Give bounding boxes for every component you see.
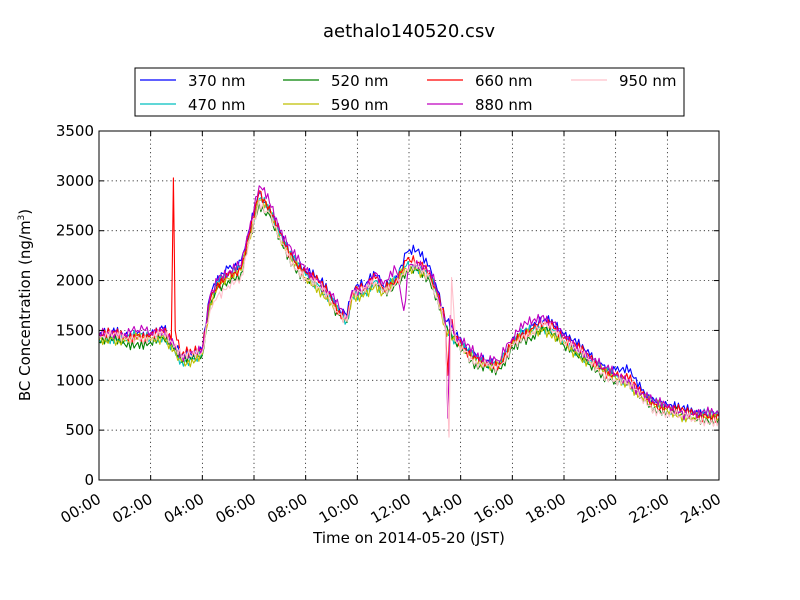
series-line-370-nm: [98, 192, 720, 422]
legend-frame: [134, 67, 685, 117]
series-line-880-nm: [98, 185, 720, 421]
x-tick-label: 16:00: [471, 490, 517, 527]
legend-label: 590 nm: [331, 96, 389, 114]
plot-frame: [98, 130, 720, 481]
chart-title: aethalo140520.csv: [323, 21, 495, 42]
legend-label: 950 nm: [619, 72, 677, 90]
x-tick-label: 20:00: [574, 490, 620, 527]
y-tick-label: 0: [84, 471, 94, 489]
legend-label: 470 nm: [188, 96, 246, 114]
x-tick-label: 08:00: [264, 490, 310, 527]
x-tick-label: 00:00: [58, 490, 104, 527]
y-tick-label: 3500: [56, 122, 94, 140]
series-line-950-nm: [98, 200, 720, 438]
tick-layer: 00:00 02:00 04:00 06:00 08:00 10:00 12:00 14:00…: [56, 122, 724, 527]
x-tick-label: 24:00: [678, 490, 724, 527]
legend-label: 880 nm: [475, 96, 533, 114]
legend-label: 370 nm: [188, 72, 246, 90]
y-tick-label: 2000: [56, 272, 94, 290]
y-tick-label: 500: [65, 421, 94, 439]
y-axis-label: BC Concentration (ng/m3): [16, 209, 34, 401]
x-tick-label: 14:00: [419, 490, 465, 527]
x-axis-label: Time on 2014-05-20 (JST): [312, 529, 505, 547]
x-tick-label: 02:00: [109, 490, 155, 527]
y-axis-label-tail: ): [16, 209, 34, 215]
legend: 370 nm 470 nm 520 nm 590 nm 660 nm 880 nm 950 …: [134, 67, 685, 117]
grid-layer: [99, 131, 719, 480]
x-tick-label: 12:00: [368, 490, 414, 527]
legend-label: 520 nm: [331, 72, 389, 90]
y-tick-label: 3000: [56, 172, 94, 190]
x-tick-label: 10:00: [316, 490, 362, 527]
x-tick-label: 22:00: [626, 490, 672, 527]
x-tick-label: 06:00: [213, 490, 259, 527]
x-tick-label: 18:00: [523, 490, 569, 527]
y-axis-label-superscript: 3: [17, 215, 27, 221]
y-tick-label: 2500: [56, 222, 94, 240]
legend-label: 660 nm: [475, 72, 533, 90]
series-layer: [98, 177, 720, 438]
x-tick-label: 04:00: [161, 490, 207, 527]
series-line-520-nm: [98, 202, 720, 427]
y-tick-label: 1000: [56, 371, 94, 389]
y-tick-label: 1500: [56, 321, 94, 339]
y-axis-label-main: BC Concentration (ng/m: [16, 220, 34, 401]
